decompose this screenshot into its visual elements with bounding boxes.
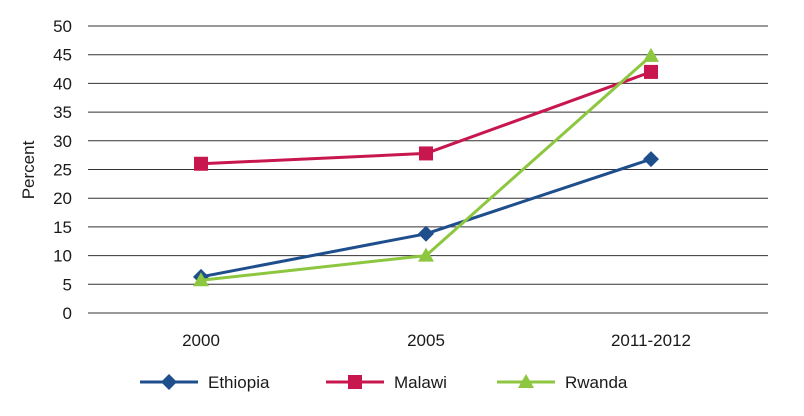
legend-item-ethiopia: Ethiopia [140, 373, 270, 392]
y-tick-label: 15 [53, 218, 72, 237]
y-tick-label: 45 [53, 46, 72, 65]
series-line [200, 54, 652, 282]
legend-label: Rwanda [565, 373, 628, 392]
data-point-square [419, 146, 433, 161]
y-axis-title: Percent [19, 140, 38, 199]
legend-marker-square [348, 375, 362, 389]
data-point-triangle [193, 272, 209, 287]
data-point-triangle [418, 247, 434, 262]
y-tick-label: 35 [53, 103, 72, 122]
series-rwanda [193, 47, 659, 287]
data-point-diamond [643, 151, 659, 168]
data-point-diamond [418, 225, 434, 242]
legend-item-malawi: Malawi [326, 373, 447, 392]
legend: Ethiopia Malawi Rwanda [140, 373, 628, 392]
y-tick-label: 25 [53, 161, 72, 180]
legend-marker-diamond [161, 374, 177, 390]
data-point-triangle [643, 47, 659, 62]
series-ethiopia [193, 151, 659, 285]
gridlines [88, 25, 768, 314]
legend-label: Ethiopia [208, 373, 270, 392]
y-axis-ticks: 0 5 10 15 20 25 30 35 40 45 50 [53, 17, 72, 323]
legend-item-rwanda: Rwanda [497, 373, 628, 392]
y-tick-label: 5 [63, 275, 72, 294]
x-axis-ticks: 2000 2005 2011-2012 [182, 331, 691, 350]
series-layer [193, 47, 659, 287]
legend-marker-triangle [518, 374, 534, 388]
data-point-square [194, 156, 208, 171]
x-tick-label: 2005 [407, 331, 445, 350]
legend-label: Malawi [394, 373, 447, 392]
x-tick-label: 2000 [182, 331, 220, 350]
y-tick-label: 20 [53, 189, 72, 208]
y-tick-label: 40 [53, 74, 72, 93]
y-tick-label: 10 [53, 247, 72, 266]
x-tick-label: 2011-2012 [611, 331, 691, 350]
data-point-square [644, 64, 658, 79]
y-tick-label: 30 [53, 132, 72, 151]
series-malawi [194, 64, 658, 171]
y-tick-label: 50 [53, 17, 72, 36]
y-tick-label: 0 [63, 304, 72, 323]
